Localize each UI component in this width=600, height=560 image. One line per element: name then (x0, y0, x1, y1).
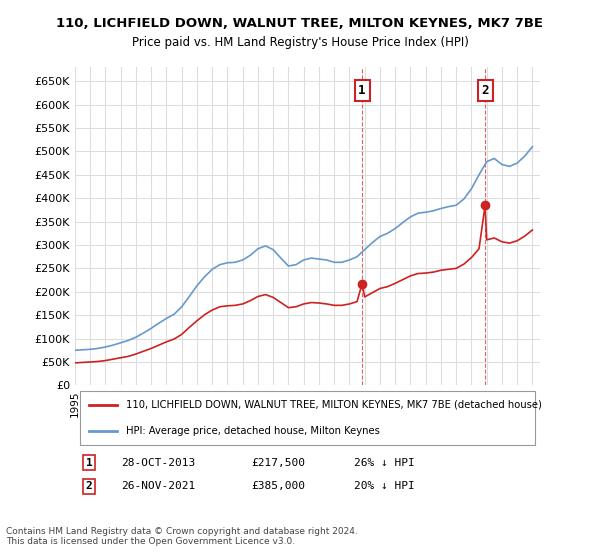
Text: 1: 1 (86, 458, 92, 468)
Text: 110, LICHFIELD DOWN, WALNUT TREE, MILTON KEYNES, MK7 7BE: 110, LICHFIELD DOWN, WALNUT TREE, MILTON… (56, 17, 544, 30)
FancyBboxPatch shape (80, 391, 535, 445)
Text: 110, LICHFIELD DOWN, WALNUT TREE, MILTON KEYNES, MK7 7BE (detached house): 110, LICHFIELD DOWN, WALNUT TREE, MILTON… (126, 400, 542, 410)
Text: 28-OCT-2013: 28-OCT-2013 (121, 458, 196, 468)
Text: Contains HM Land Registry data © Crown copyright and database right 2024.
This d: Contains HM Land Registry data © Crown c… (6, 526, 358, 546)
Text: 26% ↓ HPI: 26% ↓ HPI (354, 458, 415, 468)
Text: HPI: Average price, detached house, Milton Keynes: HPI: Average price, detached house, Milt… (126, 426, 380, 436)
Text: 20% ↓ HPI: 20% ↓ HPI (354, 482, 415, 492)
Text: Price paid vs. HM Land Registry's House Price Index (HPI): Price paid vs. HM Land Registry's House … (131, 36, 469, 49)
Text: 2: 2 (86, 482, 92, 492)
Text: £217,500: £217,500 (252, 458, 306, 468)
Text: £385,000: £385,000 (252, 482, 306, 492)
Text: 2: 2 (481, 84, 489, 97)
Text: 26-NOV-2021: 26-NOV-2021 (121, 482, 196, 492)
Text: 1: 1 (358, 84, 366, 97)
